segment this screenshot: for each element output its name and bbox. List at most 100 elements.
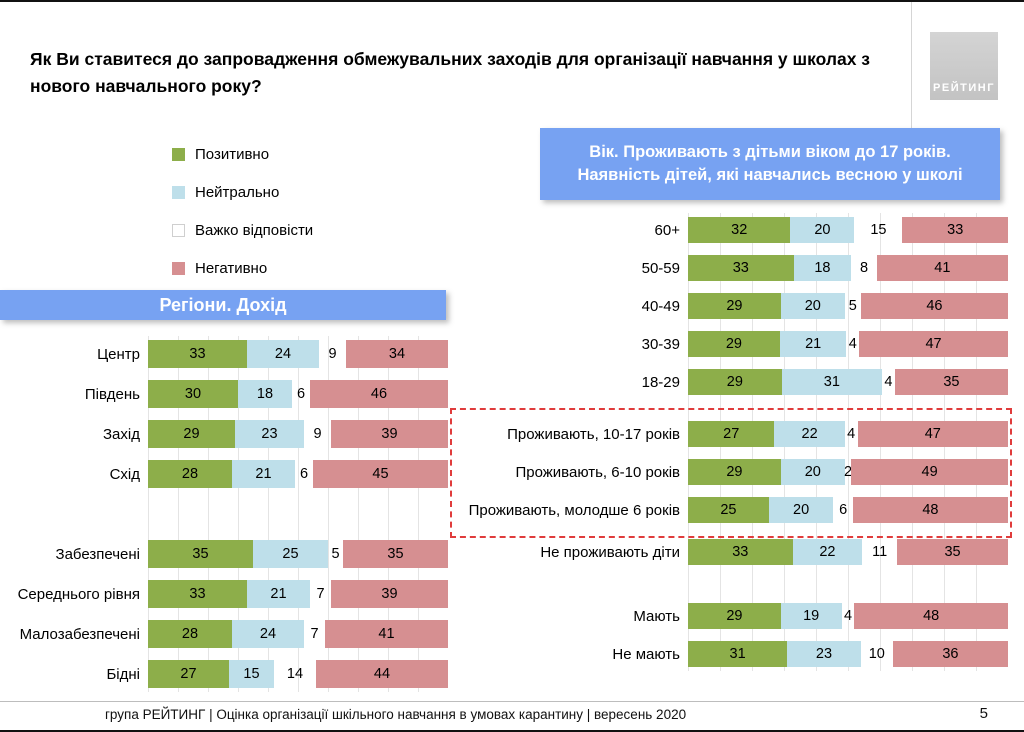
bar-segment-neutral: 19 xyxy=(780,603,842,629)
value-label: 46 xyxy=(370,386,388,402)
bar-segment-negative: 47 xyxy=(859,331,1008,357)
value-label: 15 xyxy=(870,222,887,238)
value-label: 10 xyxy=(868,646,885,662)
bar-segment-hard-to-say: 9 xyxy=(304,420,331,448)
footer-divider xyxy=(0,701,1024,702)
bar-segment-neutral: 25 xyxy=(253,540,328,568)
stacked-bar: 29 20 5 46 xyxy=(688,293,1008,319)
bar-segment-hard-to-say: 6 xyxy=(295,460,313,488)
value-label: 48 xyxy=(923,608,940,624)
bar-segment-positive: 28 xyxy=(148,460,232,488)
value-label: 41 xyxy=(934,260,951,276)
left-chart-title: Регіони. Дохід xyxy=(0,290,446,320)
rating-logo: РЕЙТИНГ xyxy=(930,32,998,100)
bar-segment-positive: 29 xyxy=(688,293,781,319)
value-label: 28 xyxy=(181,466,199,482)
chart-row: Схід 28 21 6 45 xyxy=(8,454,448,494)
value-label: 18 xyxy=(256,386,274,402)
stacked-bar: 29 19 4 48 xyxy=(688,603,1008,629)
bar-segment-negative: 39 xyxy=(331,580,448,608)
chart-row: Південь 30 18 6 46 xyxy=(8,374,448,414)
bar-segment-neutral: 21 xyxy=(232,460,295,488)
row-label: 50-59 xyxy=(641,259,680,277)
chart-row: 18-29 29 31 4 35 xyxy=(452,363,1008,401)
bar-segment-positive: 35 xyxy=(148,540,253,568)
chart-row: Проживають, 6-10 років 29 20 2 49 xyxy=(452,453,1008,491)
value-label: 44 xyxy=(373,666,391,682)
chart-row: 30-39 29 21 4 47 xyxy=(452,325,1008,363)
row-label: Не проживають діти xyxy=(540,543,680,561)
bar-segment-hard-to-say: 2 xyxy=(843,459,853,485)
row-label: Малозабезпечені xyxy=(19,625,140,643)
value-label: 6 xyxy=(296,386,306,402)
bar-segment-positive: 33 xyxy=(148,340,247,368)
stacked-bar: 29 23 9 39 xyxy=(148,420,448,448)
value-label: 8 xyxy=(859,260,869,276)
bar-segment-hard-to-say: 6 xyxy=(833,497,852,523)
value-label: 30 xyxy=(184,386,202,402)
stacked-bar: 33 21 7 39 xyxy=(148,580,448,608)
value-label: 29 xyxy=(726,608,743,624)
row-label: Бідні xyxy=(106,665,140,683)
rating-logo-text: РЕЙТИНГ xyxy=(933,82,995,94)
bar-segment-positive: 33 xyxy=(688,539,793,565)
bar-segment-neutral: 23 xyxy=(235,420,304,448)
stacked-bar: 28 21 6 45 xyxy=(148,460,448,488)
value-label: 24 xyxy=(274,346,292,362)
value-label: 21 xyxy=(270,586,287,602)
value-label: 32 xyxy=(731,222,748,238)
bar-segment-positive: 28 xyxy=(148,620,232,648)
value-label: 48 xyxy=(922,502,939,518)
value-label: 29 xyxy=(726,298,743,314)
bar-segment-negative: 35 xyxy=(897,539,1008,565)
value-label: 18 xyxy=(814,260,831,276)
stacked-bar: 27 15 14 44 xyxy=(148,660,448,688)
value-label: 6 xyxy=(839,502,848,518)
value-label: 5 xyxy=(848,298,857,314)
bar-segment-positive: 29 xyxy=(688,459,781,485)
bar-segment-hard-to-say: 4 xyxy=(882,369,895,395)
bar-segment-positive: 29 xyxy=(688,369,782,395)
chart-row: Не проживають діти 33 22 11 35 xyxy=(452,533,1008,571)
value-label: 9 xyxy=(313,426,322,442)
value-label: 36 xyxy=(942,646,959,662)
value-label: 20 xyxy=(814,222,831,238)
bar-segment-negative: 35 xyxy=(343,540,448,568)
legend-item-positive: Позитивно xyxy=(172,142,313,166)
value-label: 39 xyxy=(381,586,398,602)
bar-segment-hard-to-say: 5 xyxy=(328,540,343,568)
value-label: 47 xyxy=(925,336,942,352)
chart-row: Не мають 31 23 10 36 xyxy=(452,635,1008,673)
chart-row: 40-49 29 20 5 46 xyxy=(452,287,1008,325)
value-label: 5 xyxy=(331,546,340,562)
bar-segment-negative: 34 xyxy=(346,340,448,368)
value-label: 2 xyxy=(843,464,853,480)
value-label: 19 xyxy=(803,608,820,624)
chart-row: Малозабезпечені 28 24 7 41 xyxy=(8,614,448,654)
stacked-bar: 35 25 5 35 xyxy=(148,540,448,568)
bar-segment-negative: 36 xyxy=(892,641,1008,667)
chart-row: Бідні 27 15 14 44 xyxy=(8,654,448,694)
bar-segment-neutral: 15 xyxy=(229,660,274,688)
value-label: 25 xyxy=(720,502,737,518)
value-label: 27 xyxy=(723,426,740,442)
legend-label: Важко відповісти xyxy=(195,221,314,239)
bar-segment-neutral: 22 xyxy=(774,421,845,447)
stacked-bar: 28 24 7 41 xyxy=(148,620,448,648)
bar-segment-hard-to-say: 4 xyxy=(842,603,855,629)
row-label: 40-49 xyxy=(641,297,680,315)
stacked-bar: 29 20 2 49 xyxy=(688,459,1008,485)
bar-segment-neutral: 20 xyxy=(780,293,845,319)
bar-segment-negative: 45 xyxy=(313,460,448,488)
legend-swatch-positive xyxy=(172,147,185,161)
stacked-bar: 29 31 4 35 xyxy=(688,369,1008,395)
chart-row: Захід 29 23 9 39 xyxy=(8,414,448,454)
bar-segment-negative: 33 xyxy=(902,217,1008,243)
page-title: Як Ви ставитеся до запровадження обмежув… xyxy=(30,49,870,97)
bar-segment-neutral: 21 xyxy=(247,580,310,608)
stacked-bar: 32 20 15 33 xyxy=(688,217,1008,243)
value-label: 31 xyxy=(729,646,746,662)
value-label: 33 xyxy=(947,222,964,238)
value-label: 24 xyxy=(259,626,277,642)
